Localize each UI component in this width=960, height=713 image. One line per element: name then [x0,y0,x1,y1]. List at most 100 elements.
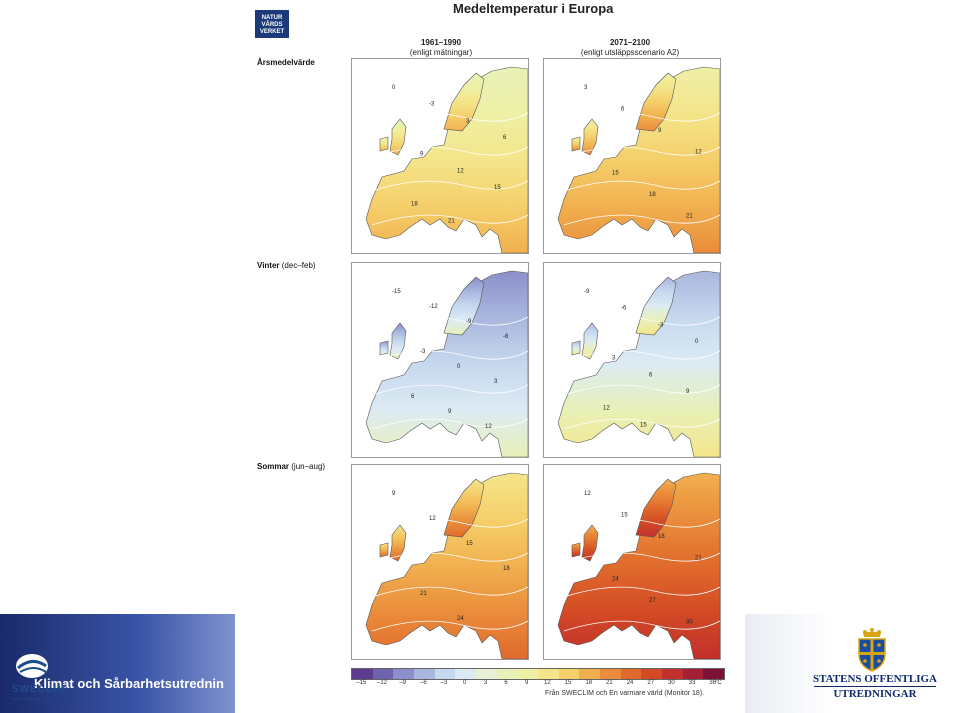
isotherm-label: 18 [649,192,656,198]
landmass [571,542,581,558]
isotherm-label: 6 [411,394,415,400]
map-summer-1961-1990: 9 12 15 18 21 24 [351,464,529,660]
landmass [389,322,407,360]
map-summer-2071-2100: 12 15 18 21 24 27 30 [543,464,721,660]
map-annual-1961-1990: 0 -3 3 6 9 12 15 18 21 [351,58,529,254]
scale-tick: 9 [525,680,529,686]
landmass [443,72,485,132]
isotherm [371,112,528,124]
sou-name-line1: STATENS OFFENTLIGA [813,673,937,685]
scale-swatch [538,669,559,679]
scale-tick: 30 [668,680,675,686]
isotherm-label: 21 [448,218,455,224]
map-winter-1961-1990: -15 -12 -9 -6 -3 0 3 6 9 12 [351,262,529,458]
scale-swatch [558,669,580,679]
isotherm-label: 0 [457,364,461,370]
scale-tick: 21 [606,680,613,686]
isotherm [371,586,528,598]
isotherm [371,316,528,328]
scale-swatch [641,669,663,679]
landmass [557,270,720,457]
landmass [443,478,485,538]
isotherm-label: 12 [457,168,464,174]
isotherm [371,350,528,362]
isotherm [563,586,720,598]
map-annual-2071-2100: 3 6 9 12 15 18 21 [543,58,721,254]
isotherm-label: 12 [584,491,591,497]
scale-tick: 27 [647,680,655,686]
sou-divider [814,686,936,687]
isotherm [563,418,720,430]
isotherm [371,180,528,192]
sweclim-logo-icon [16,654,48,678]
column-header-2071-2100: 2071–2100 (enligt utsläppsscenario A2) [580,38,680,57]
footer-band-right [745,614,960,713]
isotherm-label: 12 [429,516,436,522]
scale-swatch [517,669,539,679]
isotherm-label: 15 [612,171,619,177]
isotherm-label: -9 [466,319,472,325]
scale-swatch [455,669,477,679]
isotherm [371,384,528,396]
isotherm-label: -3 [658,322,664,328]
scale-swatch [352,669,373,679]
isotherm [371,146,528,158]
landmass [379,340,389,356]
landmass [581,118,599,156]
isotherm-label: 3 [584,85,588,91]
landmass [635,72,677,132]
isotherm [563,384,720,396]
landmass [635,276,677,336]
landmass [365,472,528,659]
isotherm-label: 18 [411,202,418,208]
isotherm [371,552,528,564]
isotherm-label: 30 [686,620,693,626]
isotherm [563,518,720,530]
isotherm-label: 6 [649,372,653,378]
isotherm-label: 27 [649,598,656,604]
isotherm-label: 9 [448,409,452,415]
sou-name-line2: UTREDNINGAR [833,688,917,700]
isotherm-label: 15 [466,541,473,547]
scale-tick: 12 [544,680,551,686]
isotherm [563,112,720,124]
scale-tick: –15 [356,680,367,686]
landmass [389,524,407,562]
sweclim-tagline: SWEDISH REGIONAL CLIMATE MODELLING PROGR… [12,697,96,701]
isotherm [371,418,528,430]
scale-tick: 36 [709,680,717,686]
landmass [571,136,581,152]
sweclim-wordmark: SWECLIM [12,684,67,695]
isotherm [563,350,720,362]
isotherm-label: 9 [392,491,396,497]
isotherm-label: 24 [612,577,619,583]
scale-tick: 3 [483,680,488,686]
scale-swatch [476,669,497,679]
landmass [379,136,389,152]
isotherm-label: 6 [621,106,625,112]
temperature-figure: NATUR VÅRDS VERKET Medeltemperatur i Eur… [245,0,745,713]
landmass [365,66,528,253]
map-winter-2071-2100: -9 -6 -3 0 3 6 9 12 15 [543,262,721,458]
scale-swatch [620,669,642,679]
scale-swatch [662,669,683,679]
row-label-summer: Sommar (jun–aug) [257,462,326,471]
isotherm-label: -9 [584,289,590,295]
isotherm [563,316,720,328]
isotherm-label: 12 [695,149,702,155]
scale-tick: 33 [688,680,696,686]
isotherm-label: 3 [612,356,616,362]
isotherm-label: -3 [429,102,435,108]
temperature-scale-ticks: –15 –12 –9 –6 –3 0 3 6 9 12 15 18 21 24 27 30 33 36 [351,680,723,686]
scale-tick: 24 [626,680,634,686]
landmass [557,472,720,659]
scale-swatch [682,669,704,679]
isotherm-label: 21 [695,555,702,561]
scale-tick: 18 [585,680,593,686]
isotherm-label: 9 [686,389,690,395]
figure-title: Medeltemperatur i Europa [453,1,614,16]
isotherm-label: 15 [640,422,647,428]
temperature-unit: °C [715,680,722,686]
scale-swatch [703,669,725,679]
scale-tick: –12 [377,680,388,686]
